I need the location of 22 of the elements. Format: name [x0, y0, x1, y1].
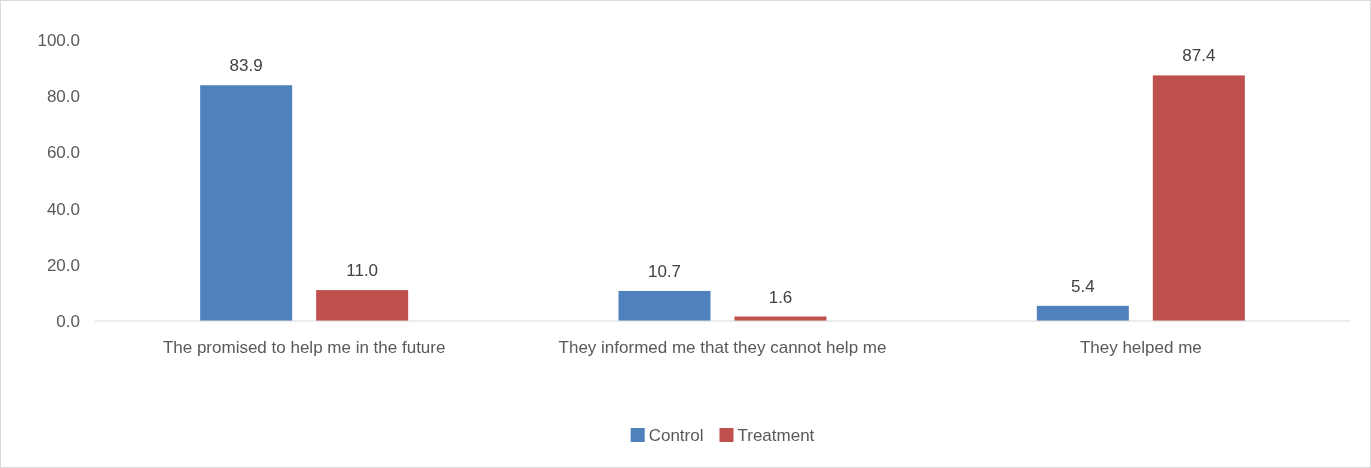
data-label: 10.7: [647, 261, 682, 281]
y-tick-label: 0.0: [56, 311, 80, 331]
legend-label: Treatment: [737, 425, 815, 445]
bar: [200, 85, 293, 321]
data-label: 11.0: [346, 261, 379, 281]
y-tick-label: 40.0: [46, 199, 80, 219]
bar: [316, 290, 409, 321]
legend-label: Control: [648, 425, 704, 445]
x-tick-label: The promised to help me in the future: [162, 338, 446, 357]
y-tick-label: 100.0: [37, 30, 80, 50]
data-label: 1.6: [768, 287, 793, 307]
y-tick-label: 60.0: [46, 143, 80, 163]
y-tick-label: 80.0: [46, 87, 80, 107]
x-tick-label: They helped me: [1079, 338, 1202, 357]
y-tick-label: 20.0: [46, 255, 80, 275]
x-tick-label: They informed me that they cannot help me: [558, 338, 887, 357]
bar: [618, 290, 711, 321]
bar: [1036, 305, 1129, 321]
data-label: 5.4: [1071, 276, 1095, 296]
data-label: 87.4: [1182, 46, 1216, 66]
data-label: 83.9: [229, 56, 263, 76]
bar: [1152, 75, 1245, 321]
